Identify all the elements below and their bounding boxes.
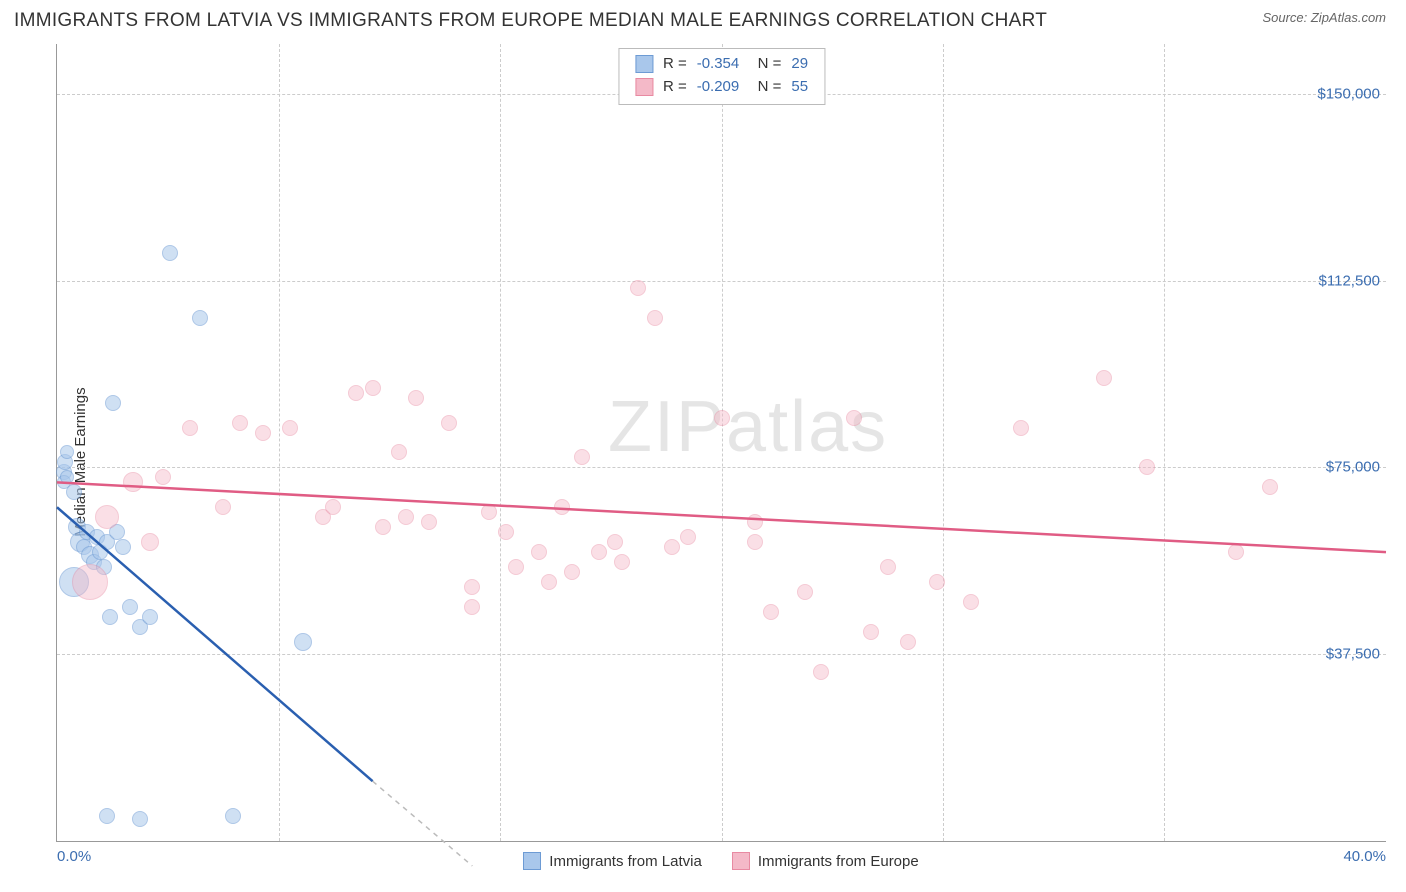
data-point-europe xyxy=(554,499,570,515)
data-point-latvia xyxy=(132,811,148,827)
data-point-europe xyxy=(1228,544,1244,560)
data-point-europe xyxy=(441,415,457,431)
source-label: Source: ZipAtlas.com xyxy=(1262,10,1386,25)
data-point-latvia xyxy=(294,633,312,651)
data-point-europe xyxy=(1096,370,1112,386)
gridline-v xyxy=(1164,44,1165,841)
data-point-europe xyxy=(155,469,171,485)
data-point-europe xyxy=(232,415,248,431)
chart-title: IMMIGRANTS FROM LATVIA VS IMMIGRANTS FRO… xyxy=(14,10,1047,32)
watermark: ZIPatlas xyxy=(608,386,888,468)
data-point-europe xyxy=(365,380,381,396)
data-point-europe xyxy=(1139,459,1155,475)
legend-item-europe: Immigrants from Europe xyxy=(732,852,919,870)
data-point-europe xyxy=(391,444,407,460)
data-point-europe xyxy=(255,425,271,441)
y-tick-label: $75,000 xyxy=(1326,459,1380,476)
data-point-europe xyxy=(630,280,646,296)
gridline-v xyxy=(279,44,280,841)
data-point-europe xyxy=(72,564,108,600)
data-point-europe xyxy=(647,310,663,326)
data-point-europe xyxy=(747,534,763,550)
data-point-europe xyxy=(1013,420,1029,436)
gridline-v xyxy=(500,44,501,841)
y-tick-label: $37,500 xyxy=(1326,646,1380,663)
data-point-latvia xyxy=(105,395,121,411)
data-point-latvia xyxy=(60,445,74,459)
data-point-europe xyxy=(508,559,524,575)
data-point-europe xyxy=(282,420,298,436)
data-point-europe xyxy=(348,385,364,401)
legend-item-latvia: Immigrants from Latvia xyxy=(523,852,702,870)
data-point-europe xyxy=(498,524,514,540)
data-point-latvia xyxy=(225,808,241,824)
gridline-v xyxy=(722,44,723,841)
data-point-latvia xyxy=(102,609,118,625)
data-point-europe xyxy=(900,634,916,650)
data-point-europe xyxy=(541,574,557,590)
data-point-latvia xyxy=(99,808,115,824)
y-tick-label: $150,000 xyxy=(1317,85,1380,102)
data-point-europe xyxy=(963,594,979,610)
data-point-europe xyxy=(763,604,779,620)
data-point-europe xyxy=(464,599,480,615)
data-point-europe xyxy=(564,564,580,580)
data-point-europe xyxy=(846,410,862,426)
data-point-europe xyxy=(375,519,391,535)
data-point-latvia xyxy=(162,245,178,261)
correlation-row-europe: R = -0.209 N = 55 xyxy=(635,76,808,99)
data-point-europe xyxy=(325,499,341,515)
data-point-europe xyxy=(574,449,590,465)
data-point-europe xyxy=(614,554,630,570)
series-legend: Immigrants from Latvia Immigrants from Eu… xyxy=(56,852,1386,870)
data-point-europe xyxy=(481,504,497,520)
data-point-latvia xyxy=(66,484,82,500)
data-point-europe xyxy=(714,410,730,426)
data-point-europe xyxy=(123,472,143,492)
correlation-legend: R = -0.354 N = 29R = -0.209 N = 55 xyxy=(618,48,825,105)
plot-area: ZIPatlas R = -0.354 N = 29R = -0.209 N =… xyxy=(56,44,1386,842)
y-tick-label: $112,500 xyxy=(1319,272,1380,289)
data-point-europe xyxy=(398,509,414,525)
gridline-v xyxy=(943,44,944,841)
data-point-europe xyxy=(880,559,896,575)
correlation-row-latvia: R = -0.354 N = 29 xyxy=(635,53,808,76)
data-point-europe xyxy=(664,539,680,555)
data-point-europe xyxy=(95,505,119,529)
data-point-europe xyxy=(747,514,763,530)
data-point-europe xyxy=(182,420,198,436)
data-point-latvia xyxy=(122,599,138,615)
data-point-latvia xyxy=(192,310,208,326)
data-point-europe xyxy=(408,390,424,406)
data-point-europe xyxy=(863,624,879,640)
data-point-latvia xyxy=(142,609,158,625)
data-point-europe xyxy=(607,534,623,550)
data-point-europe xyxy=(929,574,945,590)
data-point-europe xyxy=(591,544,607,560)
data-point-europe xyxy=(797,584,813,600)
data-point-latvia xyxy=(115,539,131,555)
data-point-europe xyxy=(464,579,480,595)
data-point-europe xyxy=(680,529,696,545)
data-point-europe xyxy=(531,544,547,560)
data-point-europe xyxy=(141,533,159,551)
data-point-europe xyxy=(215,499,231,515)
data-point-europe xyxy=(1262,479,1278,495)
chart-container: Median Male Earnings ZIPatlas R = -0.354… xyxy=(14,44,1386,880)
data-point-latvia xyxy=(60,470,74,484)
data-point-europe xyxy=(813,664,829,680)
data-point-europe xyxy=(421,514,437,530)
